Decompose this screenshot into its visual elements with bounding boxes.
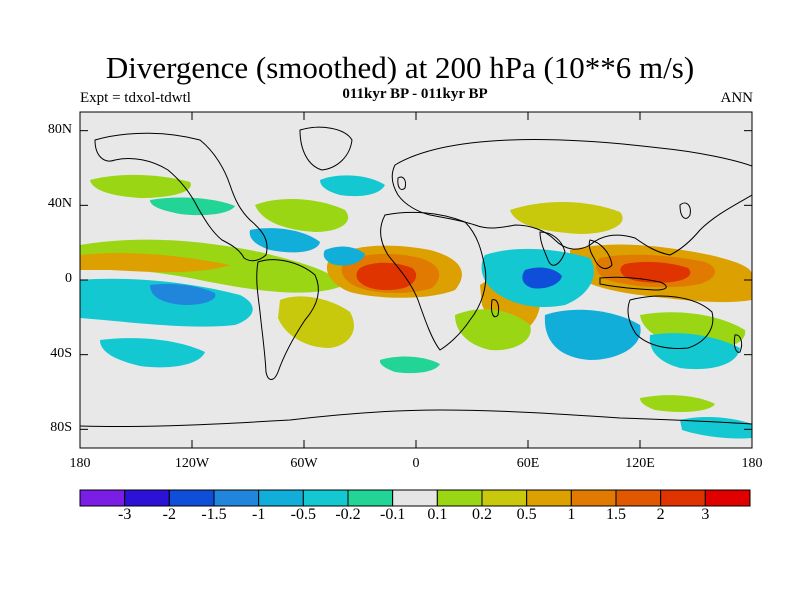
chart-subtitle: 011kyr BP - 011kyr BP: [342, 86, 488, 102]
colorbar-swatch: [213, 489, 260, 507]
coast-greenland: [299, 126, 353, 171]
colorbar-swatch: [481, 489, 528, 507]
lon-tick-label: 120E: [625, 456, 655, 471]
chart-title: Divergence (smoothed) at 200 hPa (10**6 …: [105, 50, 695, 85]
colorbar-label: 0.5: [516, 506, 537, 523]
colorbar-label: 0.2: [472, 506, 492, 523]
colorbar-label: 1.5: [606, 506, 626, 523]
field-blob-south-indian-cold: [544, 309, 641, 360]
colorbar-swatch: [660, 489, 706, 507]
coast-british-isles: [397, 176, 406, 191]
field-blob-antarctic-cold: [680, 417, 752, 439]
colorbar-swatch: [570, 489, 617, 507]
field-blob-north-atlantic-cold: [320, 175, 385, 197]
lon-tick-label: 0: [412, 456, 420, 471]
lat-tick-label: 0: [65, 271, 72, 286]
field-blob-west-africa: [323, 246, 365, 266]
colorbar-swatch: [79, 489, 126, 507]
colorbar-label: -1.5: [201, 506, 227, 523]
colorbar-swatch: [392, 489, 438, 507]
field-blob-north-pacific-cold: [150, 197, 235, 216]
season-label: ANN: [720, 90, 754, 106]
field-blob-se-pacific: [80, 278, 253, 327]
field-blob-south-atlantic: [278, 296, 354, 348]
colorbar-swatch: [615, 489, 662, 507]
colorbar-label: -0.2: [335, 506, 361, 523]
field-blob-south-pacific-cold: [100, 338, 205, 368]
colorbar-label: -2: [162, 506, 176, 523]
coast-india: [539, 231, 566, 266]
coast-europe-asia: [391, 138, 752, 256]
coast-antarctica: [80, 409, 752, 428]
colorbar-label: -0.1: [379, 506, 406, 523]
colorbar: [79, 489, 751, 507]
lon-tick-label: 180: [741, 456, 763, 471]
colorbar-swatch: [258, 489, 304, 507]
coast-south-america: [256, 259, 319, 380]
field-blob-tropical-pacific-core: [80, 253, 230, 273]
field-blob-south-indian: [455, 309, 531, 351]
coast-se-asia: [588, 239, 613, 269]
lat-tick-label: 40N: [47, 196, 72, 212]
field-blob-southern-ocean: [640, 395, 715, 412]
field-blob-indian-ocean-core: [522, 267, 562, 289]
colorbar-label: -0.5: [290, 506, 316, 523]
lat-tick-label: 80S: [50, 420, 72, 436]
colorbar-label: 2: [656, 506, 665, 523]
field-blob-north-pacific: [90, 174, 191, 198]
colorbar-swatch: [436, 489, 483, 507]
lon-tick-label: 60E: [516, 456, 540, 471]
field-blob-africa-core: [356, 262, 417, 291]
divergence-field: [80, 174, 752, 439]
colorbar-label: 3: [701, 506, 710, 523]
colorbar-label: -1: [251, 506, 266, 523]
lat-tick-label: 80N: [47, 121, 72, 137]
experiment-label: Expt = tdxol-tdwtl: [80, 90, 191, 106]
colorbar-label: 1: [567, 506, 576, 523]
colorbar-swatch: [302, 489, 349, 507]
lon-tick-label: 180: [69, 456, 91, 471]
colorbar-swatch: [704, 489, 751, 507]
coast-madagascar: [491, 299, 500, 318]
coast-north-america: [94, 132, 268, 262]
coast-australia: [627, 295, 714, 349]
colorbar-swatch: [347, 489, 394, 507]
colorbar-swatch: [168, 489, 215, 507]
lat-tick-label: 40S: [50, 345, 72, 361]
colorbar-swatch: [526, 489, 572, 507]
colorbar-swatch: [124, 489, 170, 507]
coast-new-zealand: [733, 334, 743, 353]
field-blob-se-pacific-core: [150, 283, 216, 305]
field-blob-central-asia: [510, 201, 623, 234]
lon-tick-label: 120W: [174, 456, 210, 471]
field-blob-sw-pacific-cold: [649, 333, 740, 370]
colorbar-label: 0.1: [427, 506, 448, 523]
tick-marks: [79, 112, 753, 448]
colorbar-label: -3: [117, 506, 132, 523]
field-blob-maritime-core: [620, 261, 691, 283]
field-blob-north-atlantic: [255, 198, 349, 232]
lon-tick-label: 60W: [290, 456, 318, 471]
coast-africa: [380, 211, 487, 351]
coast-japan: [679, 202, 691, 219]
coastlines: [80, 126, 752, 428]
field-blob-southern-atlantic-cold: [379, 356, 440, 374]
coast-indonesia: [599, 276, 667, 291]
